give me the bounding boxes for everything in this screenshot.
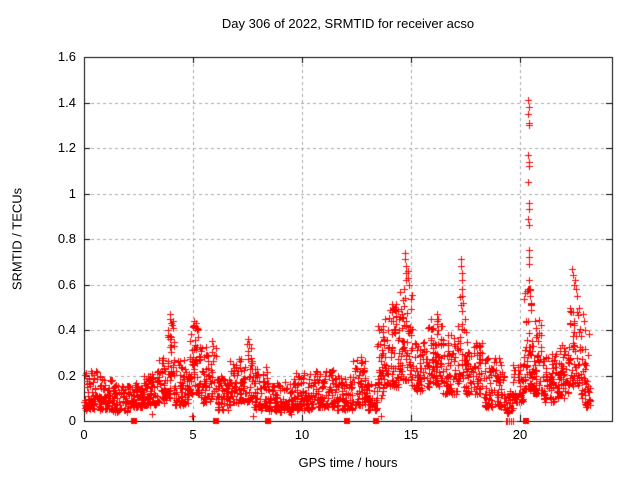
- gnuplot-chart-window: Day 306 of 2022, SRMTID for receiver acs…: [0, 0, 640, 480]
- plot-canvas: [0, 0, 640, 480]
